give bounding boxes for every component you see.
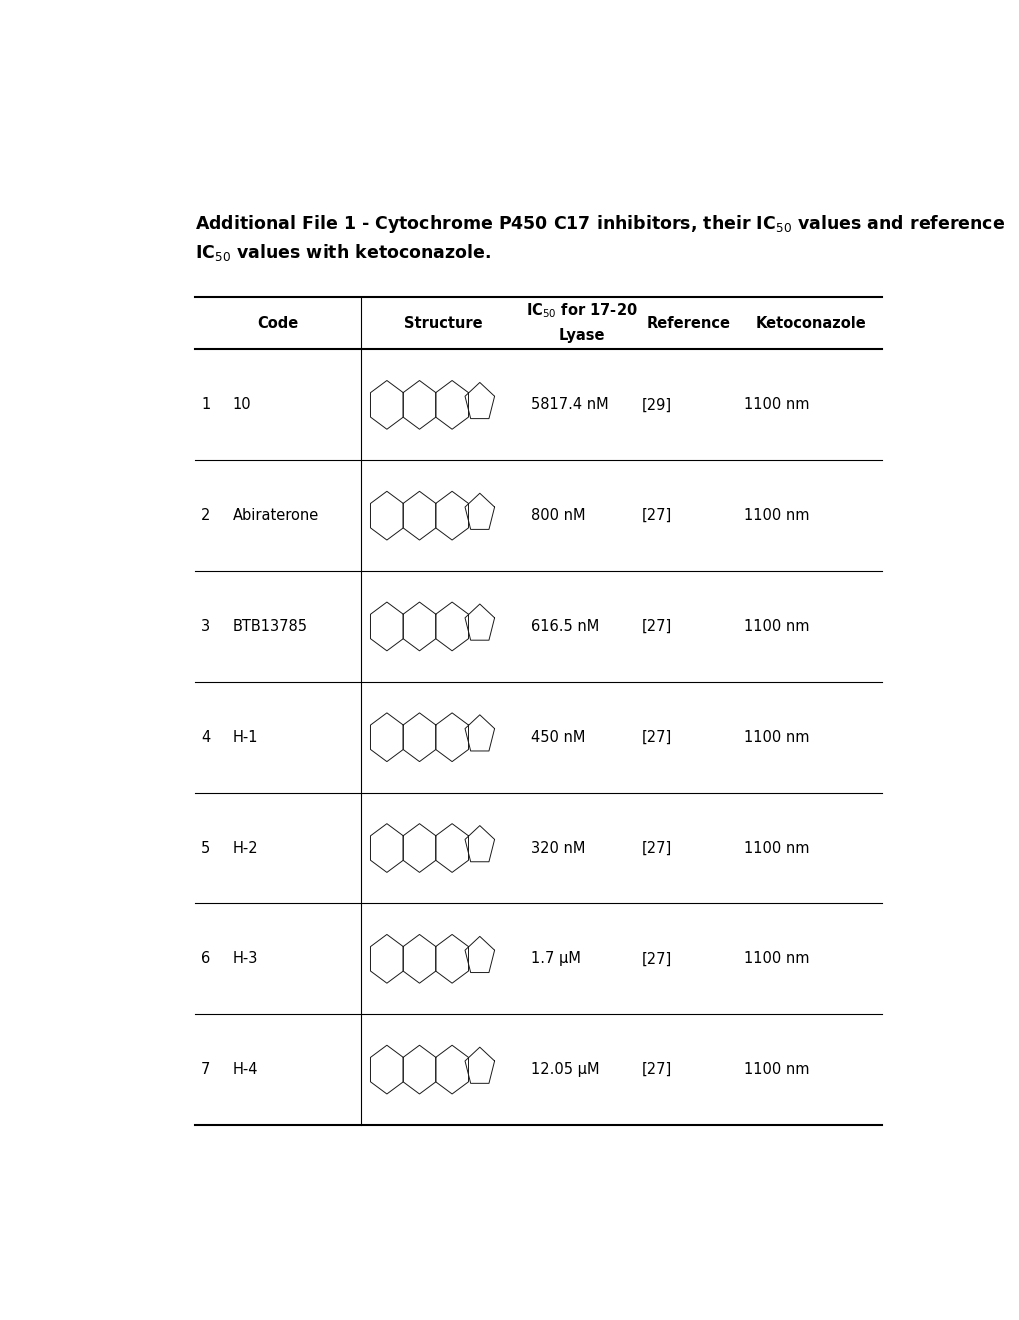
Text: 1100 nm: 1100 nm: [744, 1063, 809, 1077]
Text: BTB13785: BTB13785: [232, 619, 308, 634]
Text: 450 nM: 450 nM: [530, 730, 585, 744]
Text: 5817.4 nM: 5817.4 nM: [530, 397, 607, 412]
Text: [27]: [27]: [641, 508, 671, 523]
Text: [27]: [27]: [641, 952, 671, 966]
Text: 320 nM: 320 nM: [530, 841, 585, 855]
Text: 5: 5: [201, 841, 210, 855]
Text: 800 nM: 800 nM: [530, 508, 585, 523]
Text: 3: 3: [201, 619, 210, 634]
Text: Reference: Reference: [646, 315, 730, 330]
Text: H-4: H-4: [232, 1063, 258, 1077]
Text: H-2: H-2: [232, 841, 258, 855]
Text: 1100 nm: 1100 nm: [744, 841, 809, 855]
Text: H-1: H-1: [232, 730, 258, 744]
Text: Structure: Structure: [404, 315, 483, 330]
Text: 1100 nm: 1100 nm: [744, 397, 809, 412]
Text: [29]: [29]: [641, 397, 671, 412]
Text: 2: 2: [201, 508, 210, 523]
Text: Additional File 1 - Cytochrome P450 C17 inhibitors, their IC$_{50}$ values and r: Additional File 1 - Cytochrome P450 C17 …: [195, 213, 1004, 235]
Text: 7: 7: [201, 1063, 210, 1077]
Text: 1100 nm: 1100 nm: [744, 730, 809, 744]
Text: Code: Code: [257, 315, 298, 330]
Text: 12.05 μM: 12.05 μM: [530, 1063, 598, 1077]
Text: IC$_{50}$ for 17-20: IC$_{50}$ for 17-20: [526, 301, 637, 321]
Text: 1100 nm: 1100 nm: [744, 952, 809, 966]
Text: Abiraterone: Abiraterone: [232, 508, 319, 523]
Text: 616.5 nM: 616.5 nM: [530, 619, 598, 634]
Text: H-3: H-3: [232, 952, 258, 966]
Text: Lyase: Lyase: [558, 327, 604, 343]
Text: Ketoconazole: Ketoconazole: [755, 315, 866, 330]
Text: [27]: [27]: [641, 841, 671, 855]
Text: [27]: [27]: [641, 730, 671, 744]
Text: 10: 10: [232, 397, 251, 412]
Text: 1: 1: [201, 397, 210, 412]
Text: [27]: [27]: [641, 619, 671, 634]
Text: 1100 nm: 1100 nm: [744, 508, 809, 523]
Text: IC$_{50}$ values with ketoconazole.: IC$_{50}$ values with ketoconazole.: [195, 242, 490, 263]
Text: 1.7 μM: 1.7 μM: [530, 952, 580, 966]
Text: 4: 4: [201, 730, 210, 744]
Text: 6: 6: [201, 952, 210, 966]
Text: 1100 nm: 1100 nm: [744, 619, 809, 634]
Text: [27]: [27]: [641, 1063, 671, 1077]
